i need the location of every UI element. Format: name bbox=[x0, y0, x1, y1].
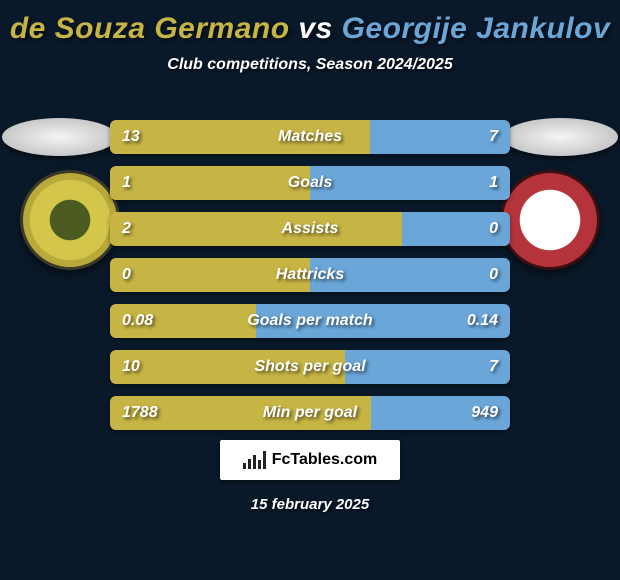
brand-badge: FcTables.com bbox=[220, 440, 400, 480]
stat-label: Goals bbox=[110, 166, 510, 200]
stat-label: Matches bbox=[110, 120, 510, 154]
stat-row: 1788949Min per goal bbox=[110, 396, 510, 430]
chart-icon bbox=[243, 451, 266, 469]
stat-row: 0.080.14Goals per match bbox=[110, 304, 510, 338]
player1-club-badge bbox=[20, 170, 120, 270]
stat-row: 107Shots per goal bbox=[110, 350, 510, 384]
player2-name: Georgije Jankulov bbox=[342, 12, 611, 45]
vs-text: vs bbox=[290, 12, 342, 45]
stat-label: Assists bbox=[110, 212, 510, 246]
footer-date: 15 february 2025 bbox=[0, 496, 620, 513]
stat-label: Hattricks bbox=[110, 258, 510, 292]
stat-row: 20Assists bbox=[110, 212, 510, 246]
player2-club-badge bbox=[500, 170, 600, 270]
subtitle: Club competitions, Season 2024/2025 bbox=[0, 56, 620, 74]
stat-label: Min per goal bbox=[110, 396, 510, 430]
stat-row: 00Hattricks bbox=[110, 258, 510, 292]
page-title: de Souza Germano vs Georgije Jankulov bbox=[0, 0, 620, 46]
stat-label: Shots per goal bbox=[110, 350, 510, 384]
player2-avatar-placeholder bbox=[503, 118, 618, 156]
stat-row: 11Goals bbox=[110, 166, 510, 200]
stat-label: Goals per match bbox=[110, 304, 510, 338]
comparison-infographic: de Souza Germano vs Georgije Jankulov Cl… bbox=[0, 0, 620, 580]
stats-container: 137Matches 11Goals 20Assists 00Hattricks 0.0… bbox=[110, 120, 510, 442]
stat-row: 137Matches bbox=[110, 120, 510, 154]
player1-avatar-placeholder bbox=[2, 118, 117, 156]
player1-name: de Souza Germano bbox=[10, 12, 290, 45]
brand-text: FcTables.com bbox=[272, 451, 378, 469]
